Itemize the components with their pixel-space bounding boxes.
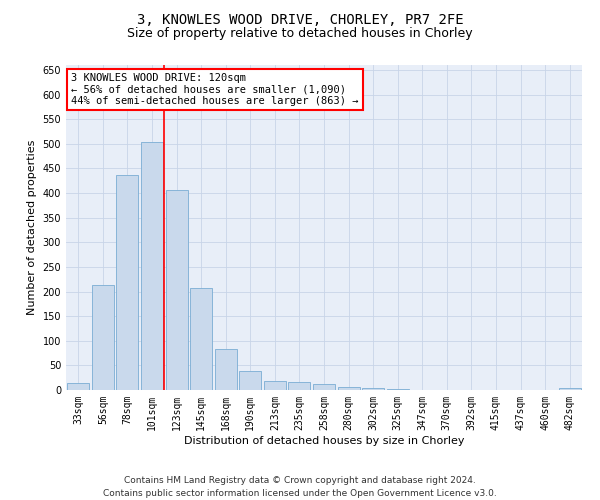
Bar bbox=[313, 384, 335, 390]
Bar bbox=[239, 372, 262, 390]
Bar bbox=[67, 382, 89, 390]
Bar bbox=[386, 389, 409, 390]
Bar bbox=[264, 381, 286, 390]
Bar bbox=[190, 288, 212, 390]
Bar bbox=[289, 382, 310, 390]
Text: Contains HM Land Registry data © Crown copyright and database right 2024.
Contai: Contains HM Land Registry data © Crown c… bbox=[103, 476, 497, 498]
Bar bbox=[141, 142, 163, 390]
Bar bbox=[559, 388, 581, 390]
Bar bbox=[116, 176, 139, 390]
Bar bbox=[338, 387, 359, 390]
Bar bbox=[92, 285, 114, 390]
Bar bbox=[166, 190, 188, 390]
Y-axis label: Number of detached properties: Number of detached properties bbox=[27, 140, 37, 315]
Text: 3, KNOWLES WOOD DRIVE, CHORLEY, PR7 2FE: 3, KNOWLES WOOD DRIVE, CHORLEY, PR7 2FE bbox=[137, 12, 463, 26]
X-axis label: Distribution of detached houses by size in Chorley: Distribution of detached houses by size … bbox=[184, 436, 464, 446]
Text: Size of property relative to detached houses in Chorley: Size of property relative to detached ho… bbox=[127, 28, 473, 40]
Bar bbox=[215, 348, 237, 390]
Text: 3 KNOWLES WOOD DRIVE: 120sqm
← 56% of detached houses are smaller (1,090)
44% of: 3 KNOWLES WOOD DRIVE: 120sqm ← 56% of de… bbox=[71, 73, 359, 106]
Bar bbox=[362, 388, 384, 390]
